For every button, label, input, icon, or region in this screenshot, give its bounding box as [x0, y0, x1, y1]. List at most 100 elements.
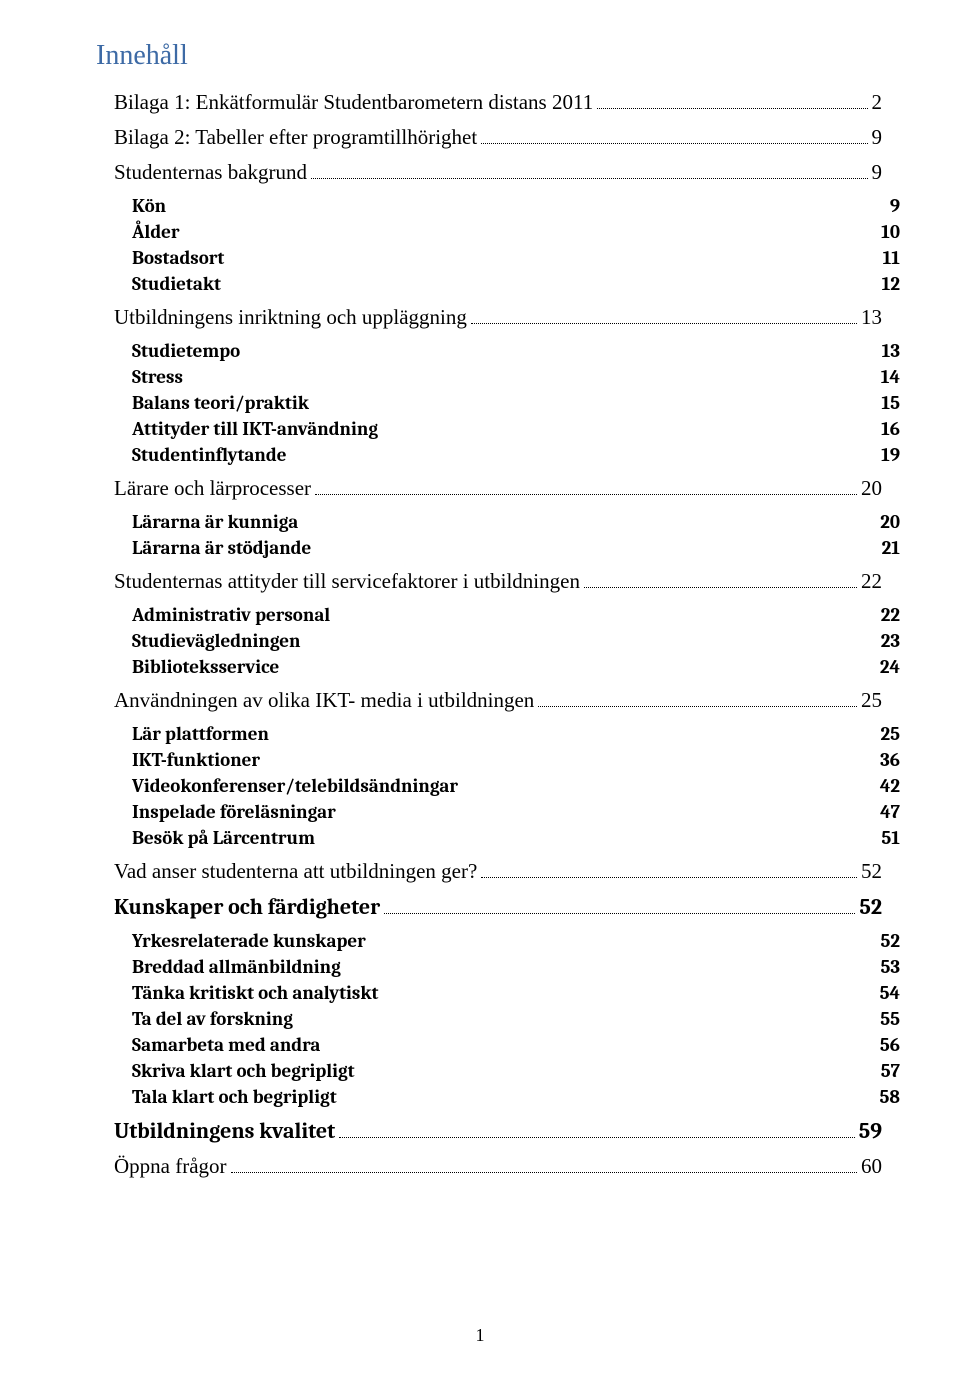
toc-label: Studievägledningen [132, 630, 301, 652]
toc-label: Utbildningens kvalitet [114, 1118, 335, 1144]
toc-label: Lärare och lärprocesser [114, 476, 311, 501]
toc-page: 51 [881, 827, 900, 849]
toc-page: 19 [881, 444, 900, 466]
toc-label: Ta del av forskning [132, 1008, 293, 1030]
toc-leader [384, 913, 855, 914]
toc-leader [339, 1137, 855, 1138]
toc-page: 22 [861, 569, 882, 594]
toc-page: 10 [881, 221, 900, 243]
toc-row: Bostadsort11 [96, 247, 900, 269]
toc-label: Videokonferenser/telebildsändningar [132, 775, 458, 797]
toc-leader [471, 323, 857, 324]
toc-page: 25 [880, 723, 900, 745]
toc-page: 53 [880, 956, 900, 978]
toc-row: Kön 9 [96, 195, 900, 217]
toc-label: IKT-funktioner [132, 749, 260, 771]
toc-row: Bilaga 1: Enkätformulär Studentbarometer… [96, 90, 882, 115]
toc-title: Innehåll [96, 40, 864, 72]
toc-row: Användningen av olika IKT- media i utbil… [96, 688, 882, 713]
toc-page: 47 [880, 801, 900, 823]
toc-row: Stress 14 [96, 366, 900, 388]
toc-page: 11 [883, 247, 900, 269]
toc-label: Studenternas bakgrund [114, 160, 307, 185]
toc-page: 57 [881, 1060, 900, 1082]
toc-row: Biblioteksservice24 [96, 656, 900, 678]
toc-label: Tala klart och begripligt [132, 1086, 337, 1108]
toc-leader [481, 877, 857, 878]
toc-label: Studentinflytande [132, 444, 286, 466]
toc-row: Samarbeta med andra56 [96, 1034, 900, 1056]
toc-page: 52 [880, 930, 900, 952]
toc-row: Inspelade föreläsningar47 [96, 801, 900, 823]
toc-page: 9 [872, 160, 883, 185]
toc-row: Studievägledningen23 [96, 630, 900, 652]
toc-page: 58 [880, 1086, 900, 1108]
toc-page: 13 [882, 340, 900, 362]
toc-row: Breddad allmänbildning 53 [96, 956, 900, 978]
toc-row: IKT-funktioner 36 [96, 749, 900, 771]
toc-row: Yrkesrelaterade kunskaper52 [96, 930, 900, 952]
toc-page: 59 [859, 1118, 882, 1144]
toc-label: Attityder till IKT-användning [132, 418, 378, 440]
toc-page: 15 [881, 392, 900, 414]
toc-label: Studenternas attityder till servicefakto… [114, 569, 580, 594]
toc-label: Administrativ personal [132, 604, 330, 626]
toc-row: Kunskaper och färdigheter 52 [96, 894, 882, 920]
toc-leader [597, 108, 867, 109]
toc-page: 25 [861, 688, 882, 713]
toc-label: Lär plattformen [132, 723, 269, 745]
toc-label: Studietakt [132, 273, 221, 295]
toc-leader [584, 587, 857, 588]
toc-row: Bilaga 2: Tabeller efter programtillhöri… [96, 125, 882, 150]
toc-label: Öppna frågor [114, 1154, 227, 1179]
toc-leader [315, 494, 857, 495]
toc-page: 36 [880, 749, 900, 771]
page: Innehåll Bilaga 1: Enkätformulär Student… [0, 0, 960, 1376]
toc-label: Utbildningens inriktning och uppläggning [114, 305, 467, 330]
toc-label: Besök på Lärcentrum [132, 827, 315, 849]
toc-page: 54 [880, 982, 900, 1004]
page-number: 1 [0, 1325, 960, 1346]
toc-row: Studenternas attityder till servicefakto… [96, 569, 882, 594]
toc-row: Lär plattformen 25 [96, 723, 900, 745]
toc-page: 9 [890, 195, 900, 217]
toc-label: Lärarna är stödjande [132, 537, 311, 559]
toc-leader [231, 1172, 857, 1173]
toc-label: Bilaga 1: Enkätformulär Studentbarometer… [114, 90, 593, 115]
toc-label: Användningen av olika IKT- media i utbil… [114, 688, 534, 713]
toc-row: Videokonferenser/telebildsändningar 42 [96, 775, 900, 797]
toc-page: 9 [872, 125, 883, 150]
toc-row: Tänka kritiskt och analytiskt54 [96, 982, 900, 1004]
toc-row: Ta del av forskning55 [96, 1008, 900, 1030]
toc-page: 12 [882, 273, 900, 295]
toc-page: 22 [881, 604, 900, 626]
toc-page: 21 [882, 537, 900, 559]
toc-label: Stress [132, 366, 183, 388]
toc-label: Balans teori/praktik [132, 392, 309, 414]
toc-page: 16 [881, 418, 900, 440]
toc-row: Studentinflytande 19 [96, 444, 900, 466]
toc-page: 60 [861, 1154, 882, 1179]
toc-page: 24 [880, 656, 900, 678]
toc-label: Studietempo [132, 340, 240, 362]
toc-page: 42 [880, 775, 900, 797]
toc-row: Tala klart och begripligt 58 [96, 1086, 900, 1108]
toc-page: 13 [861, 305, 882, 330]
toc-row: Studietempo 13 [96, 340, 900, 362]
toc-row: Attityder till IKT-användning 16 [96, 418, 900, 440]
toc-row: Utbildningens kvalitet 59 [96, 1118, 882, 1144]
toc-leader [481, 143, 867, 144]
toc-row: Ålder10 [96, 221, 900, 243]
toc-row: Utbildningens inriktning och uppläggning… [96, 305, 882, 330]
toc-label: Kön [132, 195, 166, 217]
toc-label: Kunskaper och färdigheter [114, 894, 380, 920]
toc-row: Administrativ personal 22 [96, 604, 900, 626]
toc-page: 52 [859, 894, 882, 920]
toc-row: Studietakt 12 [96, 273, 900, 295]
toc-label: Breddad allmänbildning [132, 956, 341, 978]
toc-page: 56 [880, 1034, 900, 1056]
toc-row: Lärarna är stödjande 21 [96, 537, 900, 559]
toc-row: Skriva klart och begripligt57 [96, 1060, 900, 1082]
toc-page: 14 [881, 366, 900, 388]
toc-page: 52 [861, 859, 882, 884]
